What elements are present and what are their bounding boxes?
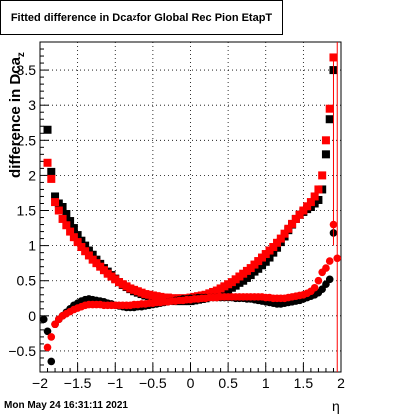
data-point-square-s1 [69,233,78,242]
data-point-square-s0 [43,125,52,134]
data-point-square-s1 [321,136,330,145]
y-tick-label: 2.5 [17,132,37,148]
data-point-square-s1 [276,234,285,243]
x-tick-label: 0.5 [218,375,238,391]
data-point-square-s1 [318,171,327,180]
chart-title-subscript: z [132,13,137,22]
data-point-square-s1 [284,224,293,233]
data-point-square-s1 [280,229,289,238]
data-point-square-s1 [299,206,308,215]
data-point-circle-s2 [39,315,48,324]
x-tick-label: −2 [32,375,48,391]
x-tick-label: −1.5 [64,375,92,391]
data-point-square-s1 [43,158,52,167]
data-point-square-s0 [62,210,71,219]
data-point-square-s0 [51,192,60,201]
data-point-square-s1 [73,238,82,247]
x-tick-label: 1.5 [294,375,314,391]
data-point-square-s1 [291,214,300,223]
data-point-square-s0 [321,150,330,159]
chart-title: Fitted difference in Dca z for Global Rec… [0,0,283,35]
x-tick-label: −0.5 [139,375,167,391]
data-point-circle-s3 [43,343,52,352]
data-point-square-s1 [62,221,71,230]
data-point-square-s1 [325,104,334,113]
chart-title-main: Fitted difference in Dca [10,11,133,24]
data-point-square-s0 [47,167,56,176]
data-point-square-s1 [273,238,282,247]
y-axis-label: difference in Dcaz [7,52,27,178]
data-point-square-s1 [310,192,319,201]
y-tick-label: 2 [28,167,36,183]
x-tick-label: −1 [107,375,123,391]
timestamp: Mon May 24 16:31:11 2021 [4,400,128,411]
y-tick-label: 0 [28,308,36,324]
plot-frame [39,41,342,373]
data-point-circle-s3 [310,283,319,292]
data-point-square-s1 [288,219,297,228]
data-point-square-s1 [51,198,60,207]
data-point-square-s1 [314,185,323,194]
y-tick-label: −0.5 [8,343,36,359]
data-point-circle-s3 [314,276,323,285]
y-axis-label-main: difference in Dca [7,57,24,178]
data-point-square-s0 [261,257,270,266]
data-point-square-s1 [269,243,278,252]
data-point-circle-s2 [43,327,52,336]
data-point-circle-s3 [47,333,56,341]
y-tick-label: 3.5 [17,62,37,78]
data-point-square-s1 [77,243,86,252]
data-point-square-s1 [295,210,304,219]
data-point-square-s1 [47,174,56,183]
x-tick-label: 0 [187,375,195,391]
data-point-square-s0 [325,115,334,124]
data-point-circle-s2 [325,275,334,284]
data-point-square-s1 [81,247,90,256]
y-axis-label-subscript: z [16,52,27,58]
data-point-circle-s3 [325,257,334,265]
y-tick-label: 1 [28,238,36,254]
data-point-square-s0 [66,217,75,226]
data-point-square-s1 [84,251,93,260]
data-point-square-s1 [303,202,312,211]
x-tick-label: 2 [337,375,345,391]
data-point-circle-s2 [47,357,56,366]
y-tick-label: 3 [28,97,36,113]
data-point-circle-s3 [322,264,330,272]
chart-title-rest: for Global Rec Pion EtapT [136,11,273,24]
y-tick-label: 0.5 [17,273,37,289]
data-point-square-s1 [54,206,63,215]
data-point-square-s1 [58,214,67,223]
x-axis-label: η [332,398,340,414]
x-tick-label: 1 [262,375,270,391]
y-tick-label: 1.5 [17,203,37,219]
data-point-square-s1 [66,227,75,236]
data-point-square-s1 [306,198,315,207]
